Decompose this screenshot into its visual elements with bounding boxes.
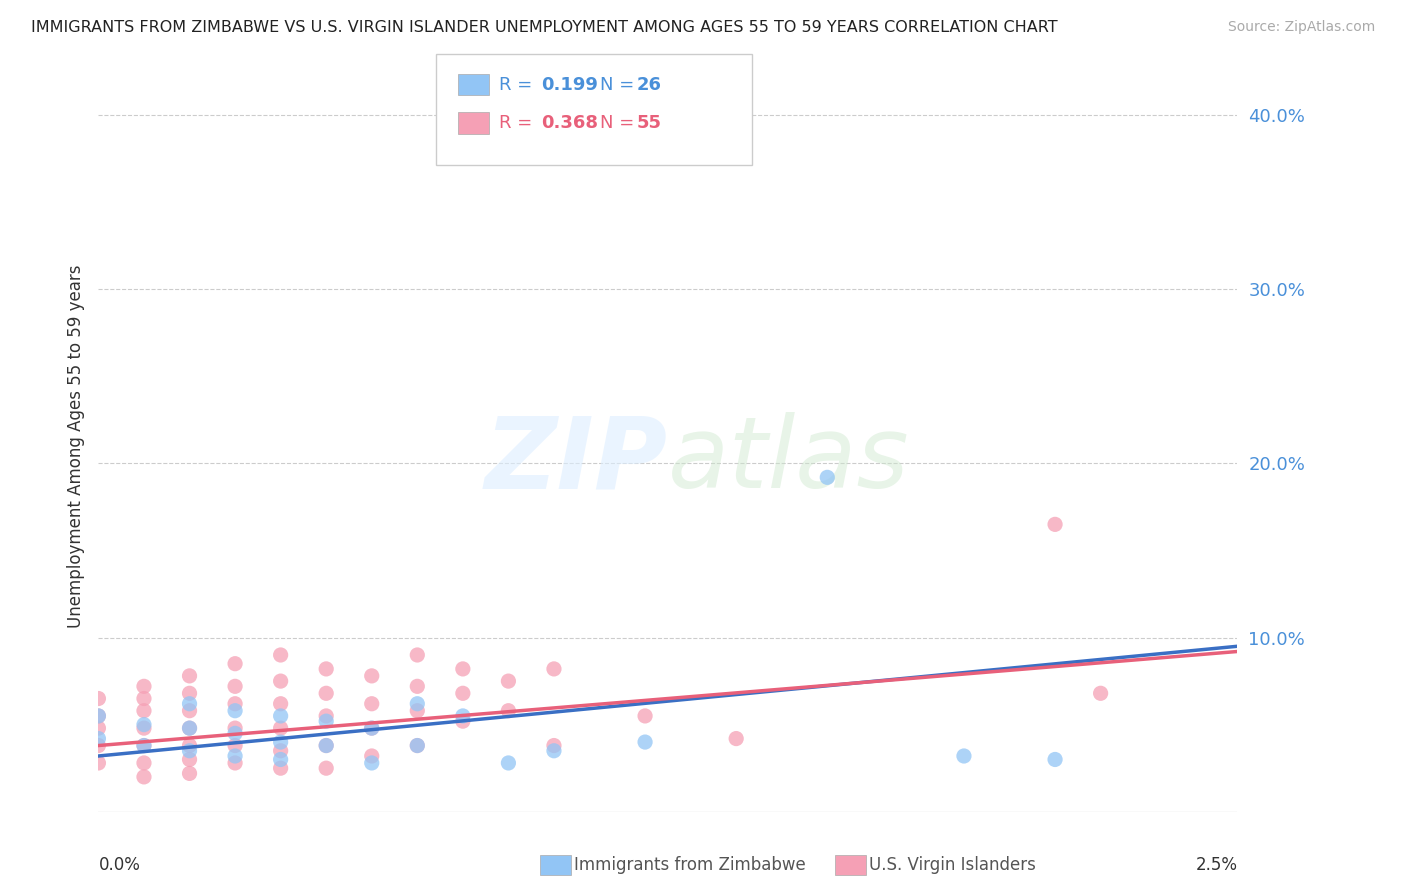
Point (87, 721, 110, 735)
Point (451, 709, 474, 723)
Point (179, 686, 201, 700)
Point (132, 739, 155, 753)
Point (406, 739, 429, 753)
Point (87, 709, 110, 723)
Point (132, 679, 155, 693)
Point (406, 679, 429, 693)
Point (406, 739, 429, 753)
Point (498, 674, 520, 689)
Point (315, 686, 337, 700)
Point (132, 717, 155, 731)
Point (224, 721, 246, 735)
Text: 55: 55 (637, 114, 662, 132)
Point (1043, 752, 1066, 766)
Point (224, 749, 246, 764)
Point (270, 721, 292, 735)
Point (87, 691, 110, 706)
Text: IMMIGRANTS FROM ZIMBABWE VS U.S. VIRGIN ISLANDER UNEMPLOYMENT AMONG AGES 55 TO 5: IMMIGRANTS FROM ZIMBABWE VS U.S. VIRGIN … (31, 20, 1057, 35)
Point (270, 697, 292, 711)
Text: 0.199: 0.199 (541, 76, 598, 94)
Point (224, 726, 246, 740)
Point (224, 697, 246, 711)
Text: N =: N = (600, 76, 640, 94)
Point (815, 470, 838, 484)
Point (132, 739, 155, 753)
Text: atlas: atlas (668, 412, 910, 509)
Point (179, 704, 201, 718)
Point (87, 731, 110, 746)
Point (132, 756, 155, 770)
Point (179, 744, 201, 758)
Point (360, 721, 382, 735)
Point (132, 691, 155, 706)
Point (406, 697, 429, 711)
Point (179, 766, 201, 780)
Point (315, 709, 337, 723)
Point (406, 704, 429, 718)
Point (360, 669, 382, 683)
Point (132, 721, 155, 735)
Point (179, 739, 201, 753)
Point (634, 735, 657, 749)
Point (87, 756, 110, 770)
Text: 26: 26 (637, 76, 662, 94)
Point (406, 648, 429, 662)
Text: ZIP: ZIP (485, 412, 668, 509)
Point (270, 761, 292, 775)
Point (498, 704, 520, 718)
Point (87, 709, 110, 723)
Point (1043, 517, 1066, 532)
Point (360, 749, 382, 764)
Text: N =: N = (600, 114, 640, 132)
Point (270, 752, 292, 766)
Point (179, 721, 201, 735)
Text: Source: ZipAtlas.com: Source: ZipAtlas.com (1227, 20, 1375, 34)
Point (360, 721, 382, 735)
Text: 0.0%: 0.0% (98, 856, 141, 874)
Point (725, 731, 748, 746)
Point (270, 744, 292, 758)
Point (270, 709, 292, 723)
Point (451, 686, 474, 700)
Point (451, 662, 474, 676)
Point (224, 704, 246, 718)
Point (315, 714, 337, 728)
Point (634, 709, 657, 723)
Point (360, 697, 382, 711)
Point (270, 674, 292, 689)
Point (224, 657, 246, 671)
Text: U.S. Virgin Islanders: U.S. Virgin Islanders (869, 856, 1036, 874)
Point (224, 739, 246, 753)
Point (224, 679, 246, 693)
Point (87, 739, 110, 753)
Point (132, 770, 155, 784)
Text: Immigrants from Zimbabwe: Immigrants from Zimbabwe (574, 856, 806, 874)
Point (179, 697, 201, 711)
Point (315, 739, 337, 753)
Point (315, 662, 337, 676)
Point (179, 752, 201, 766)
Point (315, 761, 337, 775)
Point (1090, 686, 1112, 700)
Point (132, 704, 155, 718)
Point (498, 756, 520, 770)
Point (270, 648, 292, 662)
Text: R =: R = (499, 114, 538, 132)
Point (270, 735, 292, 749)
Text: R =: R = (499, 76, 538, 94)
Point (315, 739, 337, 753)
Point (360, 756, 382, 770)
Text: 0.368: 0.368 (541, 114, 599, 132)
Point (179, 721, 201, 735)
Point (543, 662, 565, 676)
Point (543, 744, 565, 758)
Point (953, 749, 976, 764)
Point (451, 714, 474, 728)
Point (543, 739, 565, 753)
Point (179, 669, 201, 683)
Y-axis label: Unemployment Among Ages 55 to 59 years: Unemployment Among Ages 55 to 59 years (66, 264, 84, 628)
Point (224, 756, 246, 770)
Text: 2.5%: 2.5% (1195, 856, 1237, 874)
